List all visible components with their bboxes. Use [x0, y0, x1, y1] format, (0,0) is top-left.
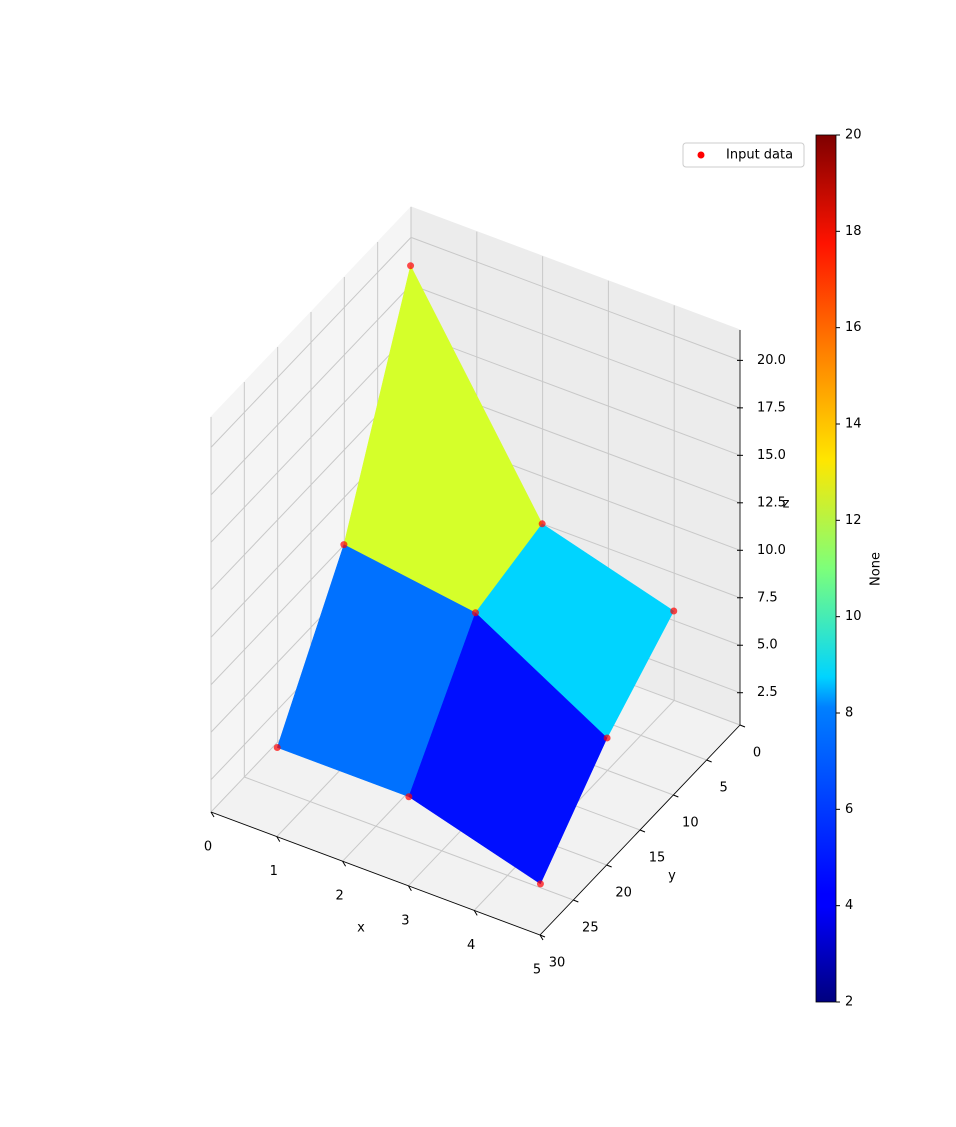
colorbar-tick-label: 20 — [845, 128, 862, 143]
y-tick — [573, 899, 579, 903]
grid-line — [410, 236, 741, 361]
z-tick-label: 5.0 — [757, 638, 778, 653]
labels: 0 1 2 3 4 5 0 5 10 15 20 25 30 2.5 5.0 7.5 10.0 12.5 15.0 1… — [204, 330, 786, 978]
data-point — [538, 520, 546, 528]
colorbar-tick-label: 10 — [845, 609, 862, 624]
data-point — [536, 880, 544, 888]
data-point — [603, 734, 611, 742]
x-tick-label: 5 — [533, 963, 541, 978]
scatter — [273, 262, 678, 888]
z-axis-label: z — [783, 497, 790, 512]
z-tick-label: 15.0 — [757, 448, 786, 463]
y-tick — [739, 724, 746, 728]
colorbar-tick-label: 18 — [845, 224, 862, 239]
grid-line — [210, 237, 412, 448]
x-tick — [210, 811, 215, 818]
grid-line — [210, 284, 412, 496]
legend: Input data — [682, 142, 805, 168]
x-tick — [473, 910, 478, 916]
grid-line — [410, 284, 741, 409]
colorbar: None 2 4 6 8 10 12 14 16 18 20 — [815, 128, 884, 1010]
axis-line — [539, 724, 741, 936]
x-tick-label: 2 — [335, 889, 343, 904]
colorbar-tick-label: 2 — [845, 995, 853, 1010]
x-tick-label: 4 — [467, 938, 475, 953]
z-tick-label: 10.0 — [757, 543, 786, 558]
data-point — [670, 607, 678, 615]
legend-label: Input data — [726, 148, 793, 163]
legend-marker — [697, 151, 705, 159]
grid-line — [210, 331, 412, 543]
y-tick — [639, 829, 646, 833]
x-tick — [342, 860, 347, 867]
legend-box — [682, 142, 805, 168]
data-point — [273, 744, 281, 752]
z-tick-label: 2.5 — [757, 685, 778, 700]
x-tick — [539, 934, 544, 941]
data-point — [340, 541, 348, 549]
y-tick-label: 10 — [682, 816, 699, 831]
data-point — [405, 793, 413, 801]
x-tick-label: 1 — [270, 864, 278, 879]
data-point — [472, 609, 479, 617]
surface — [276, 264, 675, 885]
colorbar-tick-label: 4 — [845, 898, 853, 913]
y-axis-label: y — [668, 869, 676, 884]
x-axis-label: x — [357, 921, 365, 936]
x-tick — [407, 885, 412, 892]
y-tick-label: 5 — [720, 781, 728, 796]
colorbar-tick-label: 12 — [845, 513, 862, 528]
axis-line — [210, 811, 541, 936]
x-tick-label: 0 — [204, 840, 212, 855]
colorbar-tick-label: 8 — [845, 706, 853, 721]
colorbar-gradient — [815, 134, 837, 1003]
y-tick — [539, 934, 546, 938]
z-tick-label: 7.5 — [757, 590, 778, 605]
colorbar-label: None — [869, 552, 884, 586]
data-point — [407, 262, 415, 270]
colorbar-tick-label: 14 — [845, 417, 862, 432]
grid-line — [244, 776, 574, 901]
y-tick-label: 20 — [615, 886, 632, 901]
colorbar-tick-label: 16 — [845, 320, 862, 335]
grid-line — [410, 331, 741, 456]
z-tick-label: 17.5 — [757, 400, 786, 415]
z-tick-label: 12.5 — [757, 495, 786, 510]
colorbar-tick-label: 6 — [845, 802, 853, 817]
y-tick-label: 0 — [753, 746, 761, 761]
y-tick-label: 25 — [582, 921, 599, 936]
x-tick-label: 3 — [401, 913, 409, 928]
y-tick-label: 15 — [649, 851, 666, 866]
x-tick — [276, 836, 281, 842]
z-tick-label: 20.0 — [757, 353, 786, 368]
y-tick — [606, 864, 612, 868]
y-tick-label: 30 — [549, 956, 566, 971]
y-tick — [706, 759, 712, 763]
y-tick — [673, 794, 679, 798]
